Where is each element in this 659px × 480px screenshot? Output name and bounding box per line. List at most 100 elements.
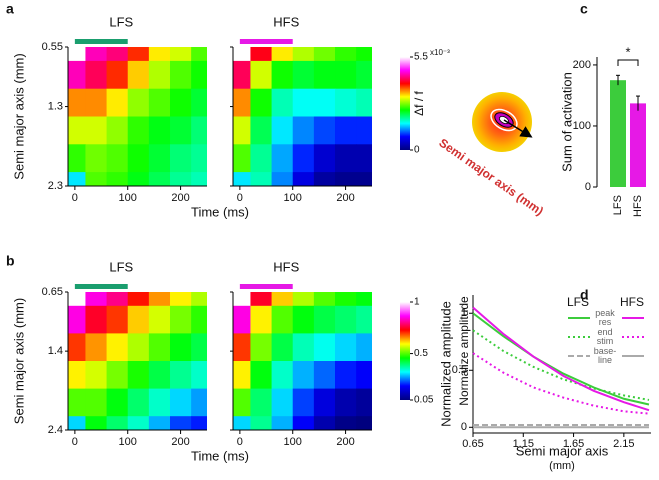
x-tick-label: LFS [612,195,624,215]
heat-cell [335,144,357,173]
line-series [472,352,650,415]
heat-cell [127,47,150,62]
heat-cell [148,47,171,62]
heat-cell [233,172,251,186]
heat-cell [170,116,192,145]
y-tick-label: 0.55 [42,41,63,53]
heat-cell [68,305,86,334]
heat-cell [335,292,357,307]
heat-cell [148,172,171,186]
x-tick-label: 100 [284,192,302,204]
heat-cell [85,333,108,362]
heat-cell [127,361,150,390]
heat-cell [335,47,357,62]
heat-cell [148,416,171,430]
heat-cell [68,144,86,173]
heat-cell [127,416,150,430]
heat-cell [233,388,251,417]
heat-cell [292,416,315,430]
heatmap [233,292,372,430]
heat-cell [313,172,336,186]
y-tick-label: 1 [461,307,467,319]
heatmap [68,47,207,186]
arrow [503,119,533,138]
heat-cell [127,116,150,145]
heat-cell [292,305,315,334]
heat-cell [313,333,336,362]
heat-cell [148,144,171,173]
heat-cell [127,88,150,117]
heat-cell [250,116,273,145]
heat-cell [356,172,372,186]
heat-cell [170,416,192,430]
heatmap [68,292,207,430]
heat-cell [250,388,273,417]
y-tick-label: 2.4 [48,424,63,436]
panel-label: d [580,287,589,303]
heat-cell [335,333,357,362]
heat-cell [335,88,357,117]
heat-cell [127,333,150,362]
heat-cell [148,361,171,390]
x-axis-label: Semi major axis [516,443,609,458]
colorbar [400,302,410,400]
heat-cell [233,305,251,334]
heat-cell [170,88,192,117]
heat-cell [250,333,273,362]
heat-cell [68,416,86,430]
heat-cell [85,88,108,117]
x-tick-label: 0 [237,192,243,204]
x-tick-label: 0 [237,436,243,448]
line-series [472,329,650,401]
heat-cell [356,416,372,430]
heatmap-title: HFS [273,14,299,29]
y-tick-label: 0.65 [42,286,63,298]
heat-cell [191,116,207,145]
panel-label: b [6,253,15,269]
x-tick-label: 200 [336,192,354,204]
heat-cell [68,88,86,117]
heat-cell [68,116,86,145]
heat-cell [148,388,171,417]
y-axis-label: Semi major axis (mm) [11,298,26,424]
legend-label: end stim [596,327,614,346]
heat-cell [313,88,336,117]
heat-cell [271,172,294,186]
heat-cell [191,333,207,362]
heat-cell [170,172,192,186]
heat-cell [170,305,192,334]
x-tick-label: 1.15 [513,438,534,450]
heat-cell [148,305,171,334]
stimulus-bar [74,284,128,289]
heat-cell [106,388,129,417]
heat-cell [313,292,336,307]
heat-cell [250,47,273,62]
stimulus-bar [74,39,128,44]
x-tick-label: 0 [72,192,78,204]
heat-cell [191,292,207,307]
heat-cell [335,172,357,186]
heat-cell [68,361,86,390]
heat-cell [356,292,372,307]
heatmap [233,47,372,186]
y-tick-label: 100 [573,120,591,132]
legend-header: HFS [620,295,644,309]
panel-label: a [6,1,14,17]
heat-cell [335,116,357,145]
heat-cell [85,416,108,430]
y-axis-label: Normalized amplitude [438,301,453,427]
colorbar-label: Normalize amplitude [457,296,471,406]
x-tick-label: 200 [171,192,189,204]
heat-cell [271,60,294,90]
x-tick-label: 100 [119,436,137,448]
heat-cell [292,60,315,90]
heat-cell [233,416,251,430]
heat-cell [85,361,108,390]
heat-cell [106,333,129,362]
heat-cell [313,116,336,145]
heat-cell [250,361,273,390]
heat-cell [292,144,315,173]
x-tick-label: 2.15 [613,438,634,450]
x-tick-label: 0.65 [462,438,483,450]
annotation: * [625,44,630,59]
